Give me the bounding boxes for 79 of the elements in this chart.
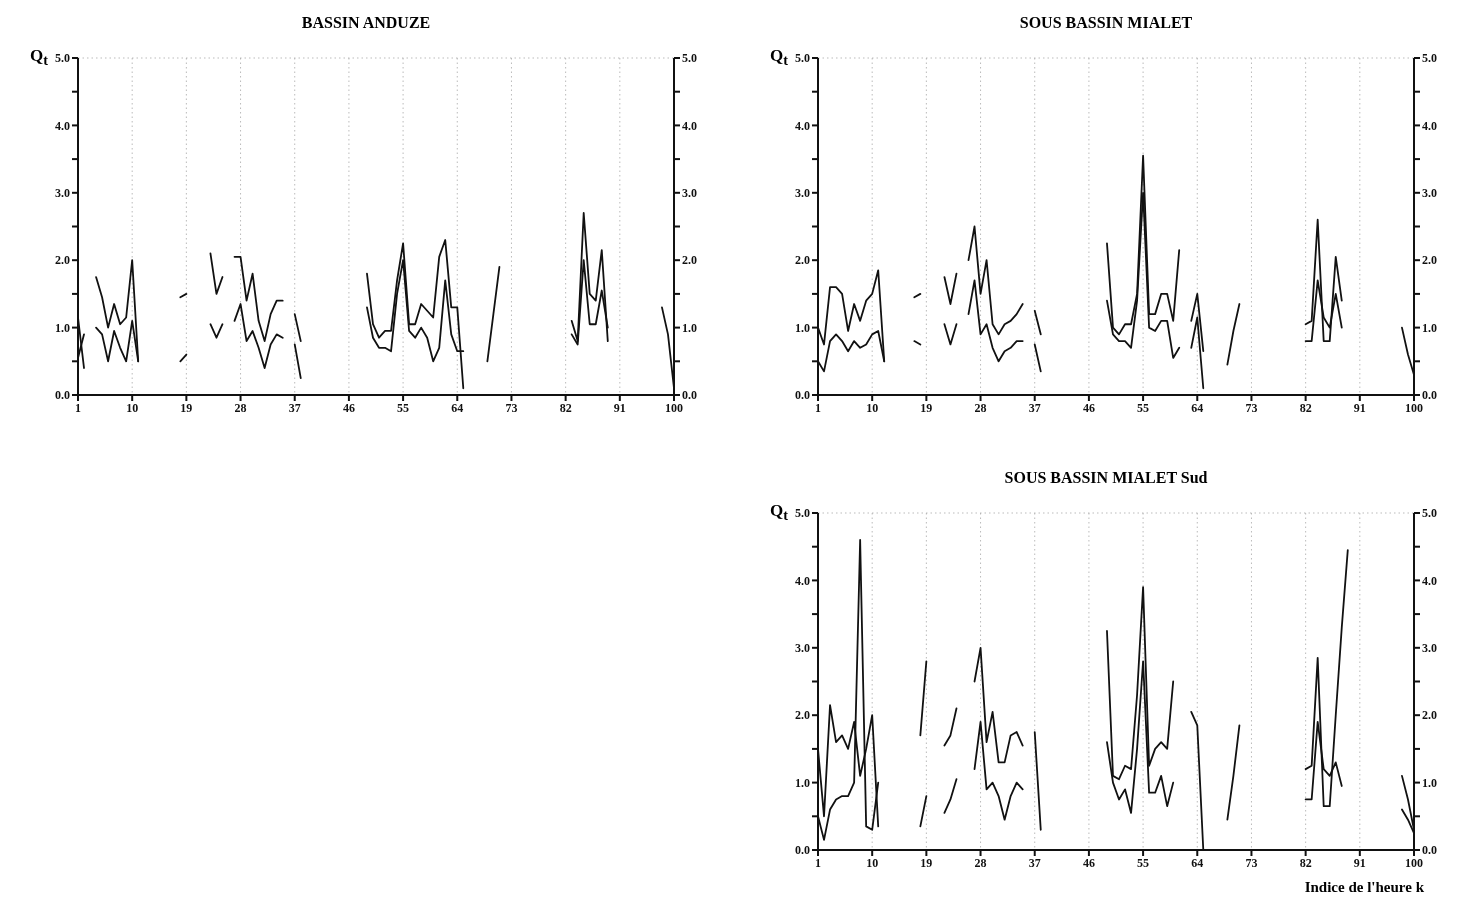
x-tick-label: 55 [1137,400,1150,415]
x-tick-label: 64 [1191,400,1204,415]
y2-tick-label: 5.0 [682,51,697,66]
x-tick-label: 28 [974,400,987,415]
x-tick-label: 100 [1405,855,1423,870]
x-tick-label: 64 [451,400,464,415]
y2-tick-label: 4.0 [1422,118,1437,133]
y-tick-label: 5.0 [55,51,70,66]
y-tick-label: 1.0 [55,320,70,335]
y2-tick-label: 1.0 [1422,775,1437,790]
y2-tick-label: 2.0 [1422,253,1437,268]
y2-tick-label: 0.0 [1422,843,1437,858]
y2-tick-label: 5.0 [1422,506,1437,521]
y-tick-label: 2.0 [795,708,810,723]
x-tick-label: 37 [1028,400,1041,415]
x-tick-label: 37 [1028,855,1041,870]
y-tick-label: 2.0 [55,253,70,268]
x-tick-label: 91 [1353,400,1366,415]
y-tick-label: 0.0 [795,388,810,403]
x-tick-label: 19 [180,400,193,415]
y2-tick-label: 4.0 [682,118,697,133]
y-tick-label: 5.0 [795,51,810,66]
y2-tick-label: 3.0 [682,186,697,201]
y2-tick-label: 0.0 [682,388,697,403]
x-tick-label: 73 [505,400,518,415]
y-tick-label: 4.0 [795,573,810,588]
y-tick-label: 3.0 [795,186,810,201]
y-tick-label: 1.0 [795,320,810,335]
x-tick-label: 82 [1299,855,1312,870]
x-tick-label: 10 [126,400,139,415]
x-tick-label: 1 [75,400,81,415]
y2-tick-label: 1.0 [682,320,697,335]
y2-tick-label: 3.0 [1422,186,1437,201]
x-tick-label: 1 [815,400,821,415]
x-tick-label: 19 [920,400,933,415]
x-tick-label: 55 [397,400,410,415]
chart-title: BASSIN ANDUZE [300,14,432,32]
x-tick-label: 91 [1353,855,1366,870]
chart-title: SOUS BASSIN MIALET Sud [1003,469,1209,487]
y2-tick-label: 1.0 [1422,320,1437,335]
y-tick-label: 4.0 [795,118,810,133]
x-tick-label: 37 [288,400,301,415]
x-tick-label: 46 [1082,855,1095,870]
x-tick-label: 100 [665,400,683,415]
x-tick-label: 91 [613,400,626,415]
chart-title: SOUS BASSIN MIALET [1018,14,1194,32]
x-tick-label: 64 [1191,855,1204,870]
x-tick-label: 28 [234,400,247,415]
x-tick-label: 100 [1405,400,1423,415]
y-tick-label: 2.0 [795,253,810,268]
x-tick-label: 82 [1299,400,1312,415]
y2-tick-label: 4.0 [1422,573,1437,588]
x-tick-label: 46 [342,400,355,415]
y-axis-title: Q$_{t}$ [30,46,48,70]
y-tick-label: 0.0 [55,388,70,403]
y2-tick-label: 3.0 [1422,641,1437,656]
x-tick-label: 1 [815,855,821,870]
x-tick-label: 73 [1245,400,1258,415]
x-tick-label: 46 [1082,400,1095,415]
y-axis-title: Q$_{t}$ [770,501,788,525]
y-axis-title: Q$_{t}$ [770,46,788,70]
y2-tick-label: 2.0 [1422,708,1437,723]
x-tick-label: 82 [559,400,572,415]
y-tick-label: 0.0 [795,843,810,858]
y-tick-label: 3.0 [55,186,70,201]
x-tick-label: 55 [1137,855,1150,870]
x-tick-label: 19 [920,855,933,870]
y-tick-label: 4.0 [55,118,70,133]
y-tick-label: 3.0 [795,641,810,656]
y-tick-label: 1.0 [795,775,810,790]
x-axis-title: Indice de l'heure k [1304,879,1424,896]
x-tick-label: 10 [866,855,879,870]
x-tick-label: 28 [974,855,987,870]
y2-tick-label: 5.0 [1422,51,1437,66]
y-tick-label: 5.0 [795,506,810,521]
x-tick-label: 73 [1245,855,1258,870]
x-tick-label: 10 [866,400,879,415]
y2-tick-label: 0.0 [1422,388,1437,403]
y2-tick-label: 2.0 [682,253,697,268]
